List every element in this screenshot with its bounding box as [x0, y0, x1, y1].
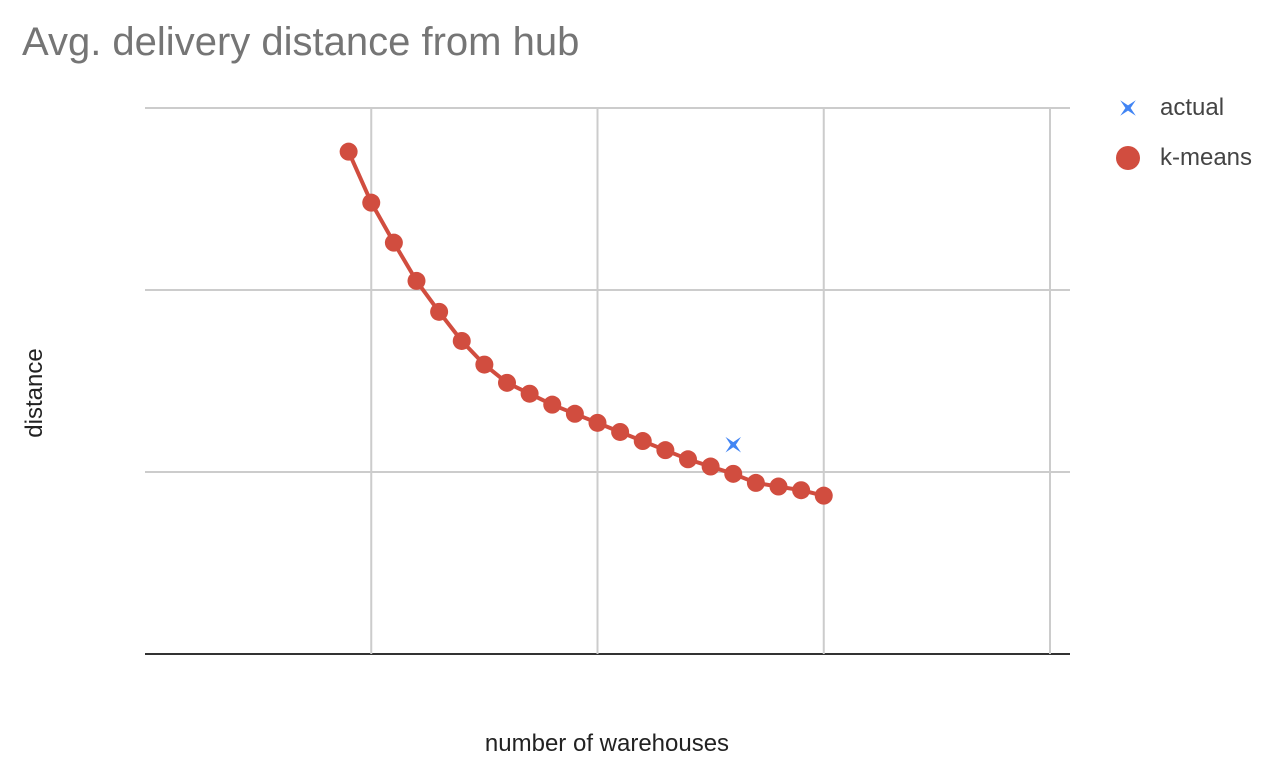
circle-marker-icon [1112, 142, 1144, 174]
data-point-k-means[interactable] [792, 481, 811, 500]
data-point-k-means[interactable] [475, 355, 494, 374]
data-point-k-means[interactable] [543, 395, 562, 414]
series-layer [339, 142, 833, 505]
gridlines [145, 107, 1070, 655]
data-point-k-means[interactable] [588, 413, 607, 432]
chart-title: Avg. delivery distance from hub [22, 20, 580, 64]
data-point-k-means[interactable] [633, 432, 652, 451]
data-point-k-means[interactable] [498, 373, 516, 392]
series-actual [725, 436, 742, 453]
legend-label-k-means: k-means [1160, 144, 1253, 171]
data-point-k-means[interactable] [746, 473, 765, 492]
data-point-k-means[interactable] [407, 271, 426, 290]
series-line-k-means [346, 150, 825, 498]
data-point-k-means[interactable] [814, 486, 833, 505]
y-axis-label: distance [21, 348, 48, 438]
legend-label-actual: actual [1160, 94, 1225, 121]
data-point-k-means[interactable] [611, 422, 630, 441]
data-point-k-means[interactable] [520, 384, 539, 403]
data-point-k-means[interactable] [679, 450, 697, 469]
data-point-k-means[interactable] [724, 464, 743, 483]
data-point-k-means[interactable] [452, 331, 471, 350]
star-marker-icon [1112, 92, 1144, 124]
data-point-k-means[interactable] [362, 193, 381, 212]
data-point-k-means[interactable] [769, 477, 788, 496]
data-point-k-means[interactable] [430, 302, 449, 321]
data-point-k-means[interactable] [339, 142, 358, 161]
data-point-k-means[interactable] [384, 233, 403, 252]
legend-item-actual[interactable]: actual [1112, 92, 1224, 124]
legend-item-k-means[interactable]: k-means [1112, 142, 1252, 174]
series-k-means [339, 142, 833, 505]
x-axis-label: number of warehouses [484, 730, 730, 757]
data-point-k-means[interactable] [565, 404, 584, 423]
data-point-k-means[interactable] [701, 457, 720, 476]
data-point-k-means[interactable] [656, 441, 675, 460]
data-point-actual[interactable] [725, 436, 742, 453]
